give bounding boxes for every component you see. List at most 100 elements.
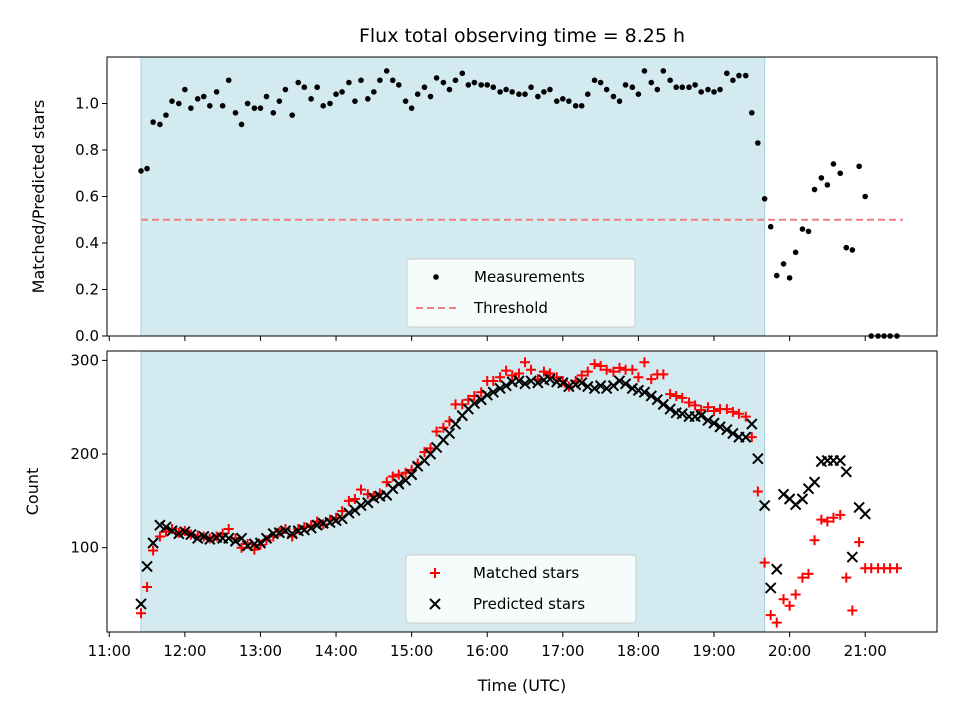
measurement-point — [150, 119, 156, 125]
matched-star-point — [431, 426, 442, 437]
predicted-star-point — [525, 375, 537, 387]
predicted-star-point — [752, 453, 764, 465]
matched-star-point — [557, 375, 568, 386]
y-tick-label: 0.0 — [75, 327, 99, 345]
matched-star-point — [142, 582, 153, 593]
predicted-star-point — [676, 408, 688, 420]
measurement-point — [219, 103, 226, 109]
matched-star-point — [495, 372, 506, 383]
predicted-star-point — [135, 598, 147, 610]
measurement-point — [465, 82, 472, 88]
matched-star-point — [595, 360, 606, 371]
measurement-point — [314, 84, 320, 91]
measurement-point — [333, 91, 339, 97]
predicted-star-point — [160, 521, 172, 533]
measurement-point — [289, 112, 296, 118]
matched-star-point — [589, 359, 600, 370]
matched-star-point — [740, 411, 751, 422]
measurement-point — [824, 182, 831, 188]
matched-star-point — [293, 523, 304, 534]
measurement-point — [667, 77, 673, 84]
predicted-star-point — [645, 390, 657, 402]
matched-star-point — [847, 605, 858, 616]
predicted-star-point — [405, 468, 418, 481]
matched-star-point — [677, 392, 688, 403]
measurement-point — [837, 170, 844, 177]
matched-star-point — [771, 617, 782, 628]
measurement-point — [560, 96, 566, 102]
matched-star-point — [790, 589, 801, 600]
measurement-point — [478, 82, 484, 88]
measurement-point — [805, 228, 812, 235]
measurement-point — [622, 82, 629, 88]
y-tick-label: 300 — [70, 351, 99, 369]
matched-star-point — [765, 610, 776, 621]
measurement-point — [717, 86, 723, 93]
x-tick-label: 20:00 — [768, 642, 811, 660]
matched-star-point — [425, 443, 436, 454]
y-tick-label: 200 — [70, 445, 99, 463]
measurement-point — [440, 79, 447, 86]
matched-star-point — [746, 432, 757, 443]
matched-star-point — [702, 402, 713, 413]
matched-star-point — [608, 366, 619, 377]
measurement-point — [182, 86, 188, 93]
y-tick-label: 0.8 — [75, 141, 99, 159]
matched-star-point — [337, 506, 348, 517]
measurement-point — [188, 105, 194, 111]
measurement-point — [811, 186, 818, 193]
measurement-point — [597, 79, 604, 86]
measurement-point — [490, 84, 497, 91]
predicted-star-point — [279, 525, 292, 537]
matched-star-point — [803, 568, 814, 579]
measurement-point — [856, 163, 862, 170]
measurement-point — [327, 100, 333, 107]
measurement-point — [755, 140, 761, 146]
measurement-point — [377, 77, 383, 84]
measurement-point — [383, 68, 390, 74]
matched-star-point — [784, 600, 795, 611]
measurement-point — [528, 84, 534, 91]
matched-star-point — [154, 531, 165, 542]
measurement-point — [610, 93, 617, 100]
predicted-star-point — [846, 551, 859, 563]
predicted-star-point — [557, 377, 569, 389]
legend-box — [405, 554, 637, 624]
measurement-point — [679, 84, 686, 91]
y-tick-label: 0.2 — [75, 281, 99, 299]
measurement-point — [830, 161, 837, 167]
measurement-point — [200, 93, 207, 100]
predicted-star-point — [702, 414, 714, 427]
measurement-point — [352, 98, 358, 104]
measurement-point — [270, 110, 277, 116]
measurement-point — [427, 93, 434, 100]
matched-star-point — [582, 366, 593, 377]
legend-predicted-marker — [429, 598, 441, 610]
chart-title: Flux total observing time = 8.25 h — [359, 25, 685, 47]
measurement-point — [213, 89, 220, 95]
measurement-point — [509, 89, 515, 95]
measurement-point — [761, 196, 768, 202]
predicted-star-point — [664, 403, 676, 415]
predicted-star-point — [576, 377, 588, 389]
predicted-star-point — [758, 499, 771, 512]
count-legend: Matched stars Predicted stars — [405, 554, 637, 624]
predicted-star-point — [657, 398, 670, 411]
y-tick-label: 1.0 — [75, 95, 99, 113]
predicted-star-point — [695, 409, 707, 422]
x-tick-label: 17:00 — [541, 642, 584, 660]
measurement-point — [635, 91, 642, 97]
matched-star-point — [809, 535, 820, 546]
measurement-point — [616, 98, 623, 104]
measurement-point — [553, 98, 560, 104]
measurement-point — [402, 98, 409, 104]
measurement-point — [169, 98, 175, 104]
measurement-point — [408, 105, 415, 111]
y-tick-label: 0.4 — [75, 234, 99, 252]
x-tick-label: 13:00 — [239, 642, 282, 660]
measurement-point — [282, 86, 289, 93]
count-y-axis-label: Count — [23, 468, 42, 516]
measurement-point — [433, 75, 440, 81]
matched-star-point — [696, 405, 707, 416]
